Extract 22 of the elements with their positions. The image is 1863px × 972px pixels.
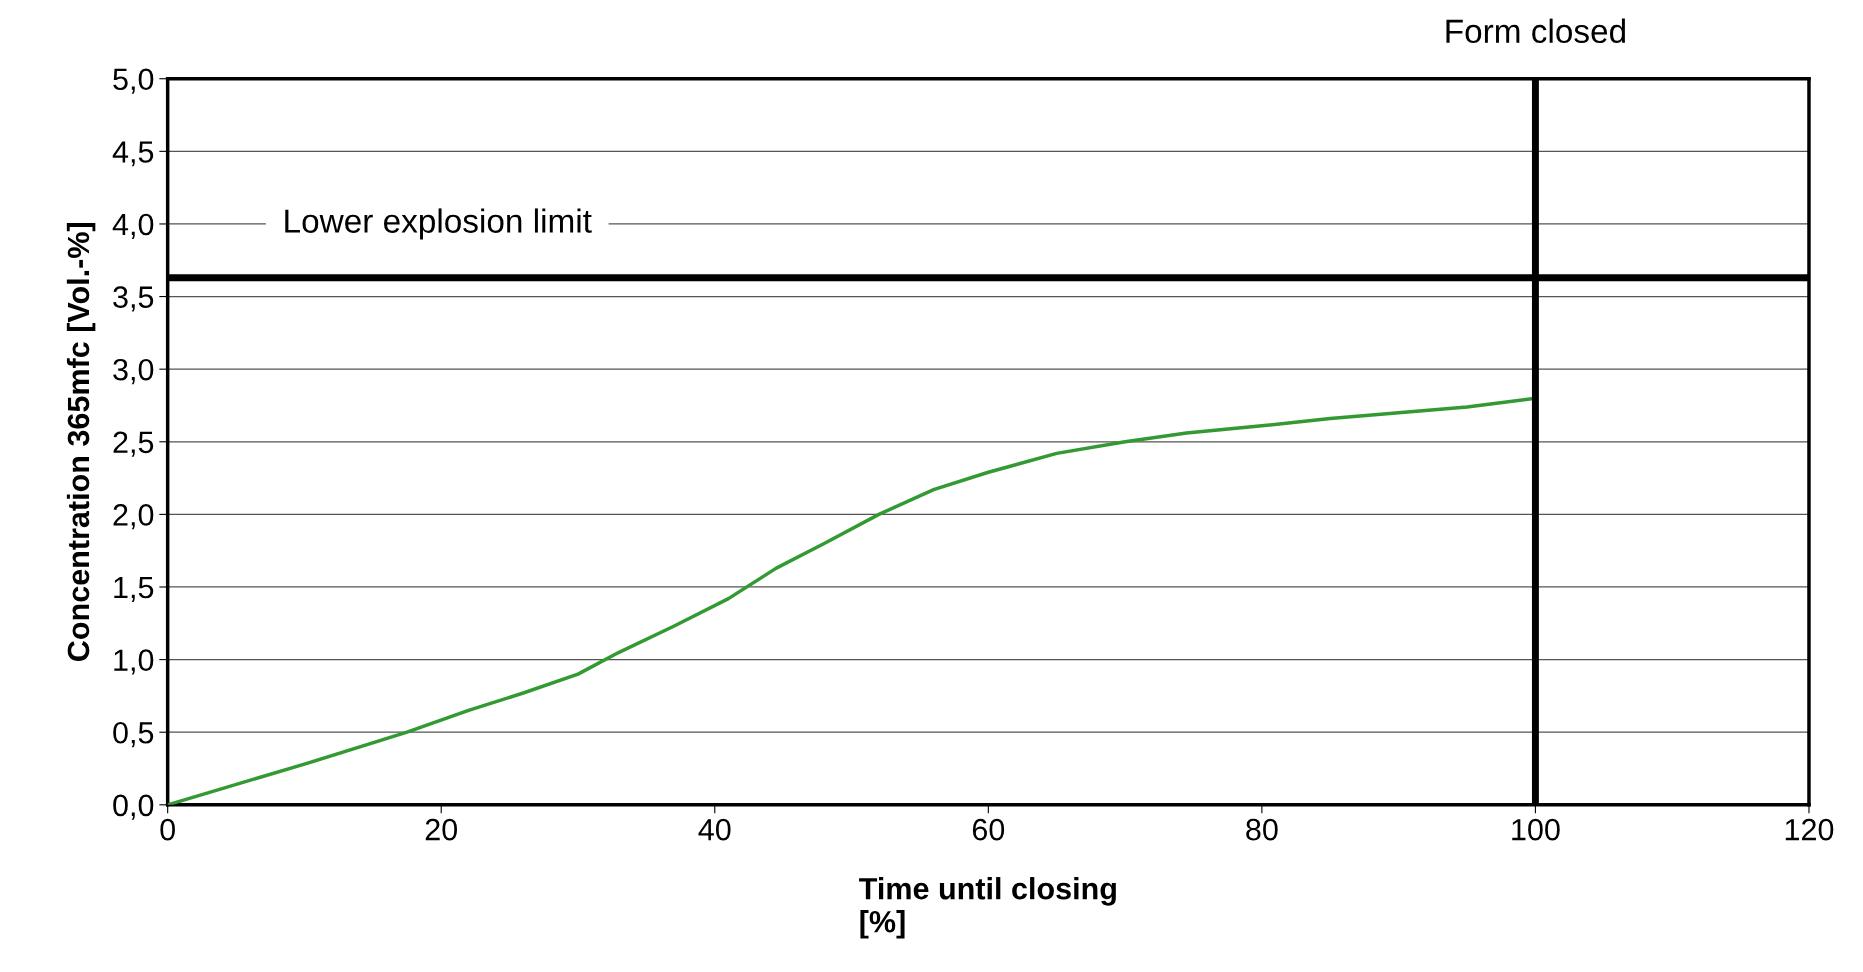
y-tick-label: 5,0 bbox=[113, 68, 154, 94]
y-tick-label: 0,5 bbox=[113, 721, 154, 748]
ref-line-label: Form closed bbox=[1446, 18, 1625, 44]
y-tick-label: 4,0 bbox=[112, 213, 154, 239]
y-tick-label: 2,5 bbox=[113, 431, 154, 457]
ref-line-label: Lower explosion limit bbox=[285, 208, 592, 240]
y-tick-label: 1,5 bbox=[114, 577, 154, 602]
x-tick-label: 20 bbox=[425, 818, 458, 841]
x-tick-label: 60 bbox=[972, 818, 1005, 841]
y-tick-label: 3,5 bbox=[113, 286, 154, 312]
x-tick-label: 40 bbox=[698, 818, 731, 841]
x-axis-title: Time until closing [%] bbox=[859, 877, 1116, 939]
x-tick-label: 80 bbox=[1246, 818, 1278, 841]
y-tick-label: 4,5 bbox=[112, 141, 154, 167]
y-axis-title: Concentration 365mfc [Vol.-%] bbox=[66, 223, 96, 661]
y-tick-label: 2,0 bbox=[113, 504, 154, 530]
y-tick-label: 3,0 bbox=[113, 358, 154, 385]
x-tick-label: 0 bbox=[160, 818, 175, 841]
x-tick-label: 100 bbox=[1512, 818, 1560, 841]
x-tick-label: 120 bbox=[1785, 818, 1834, 841]
y-tick-label: 0,0 bbox=[113, 794, 154, 820]
y-tick-label: 1,0 bbox=[114, 649, 154, 675]
